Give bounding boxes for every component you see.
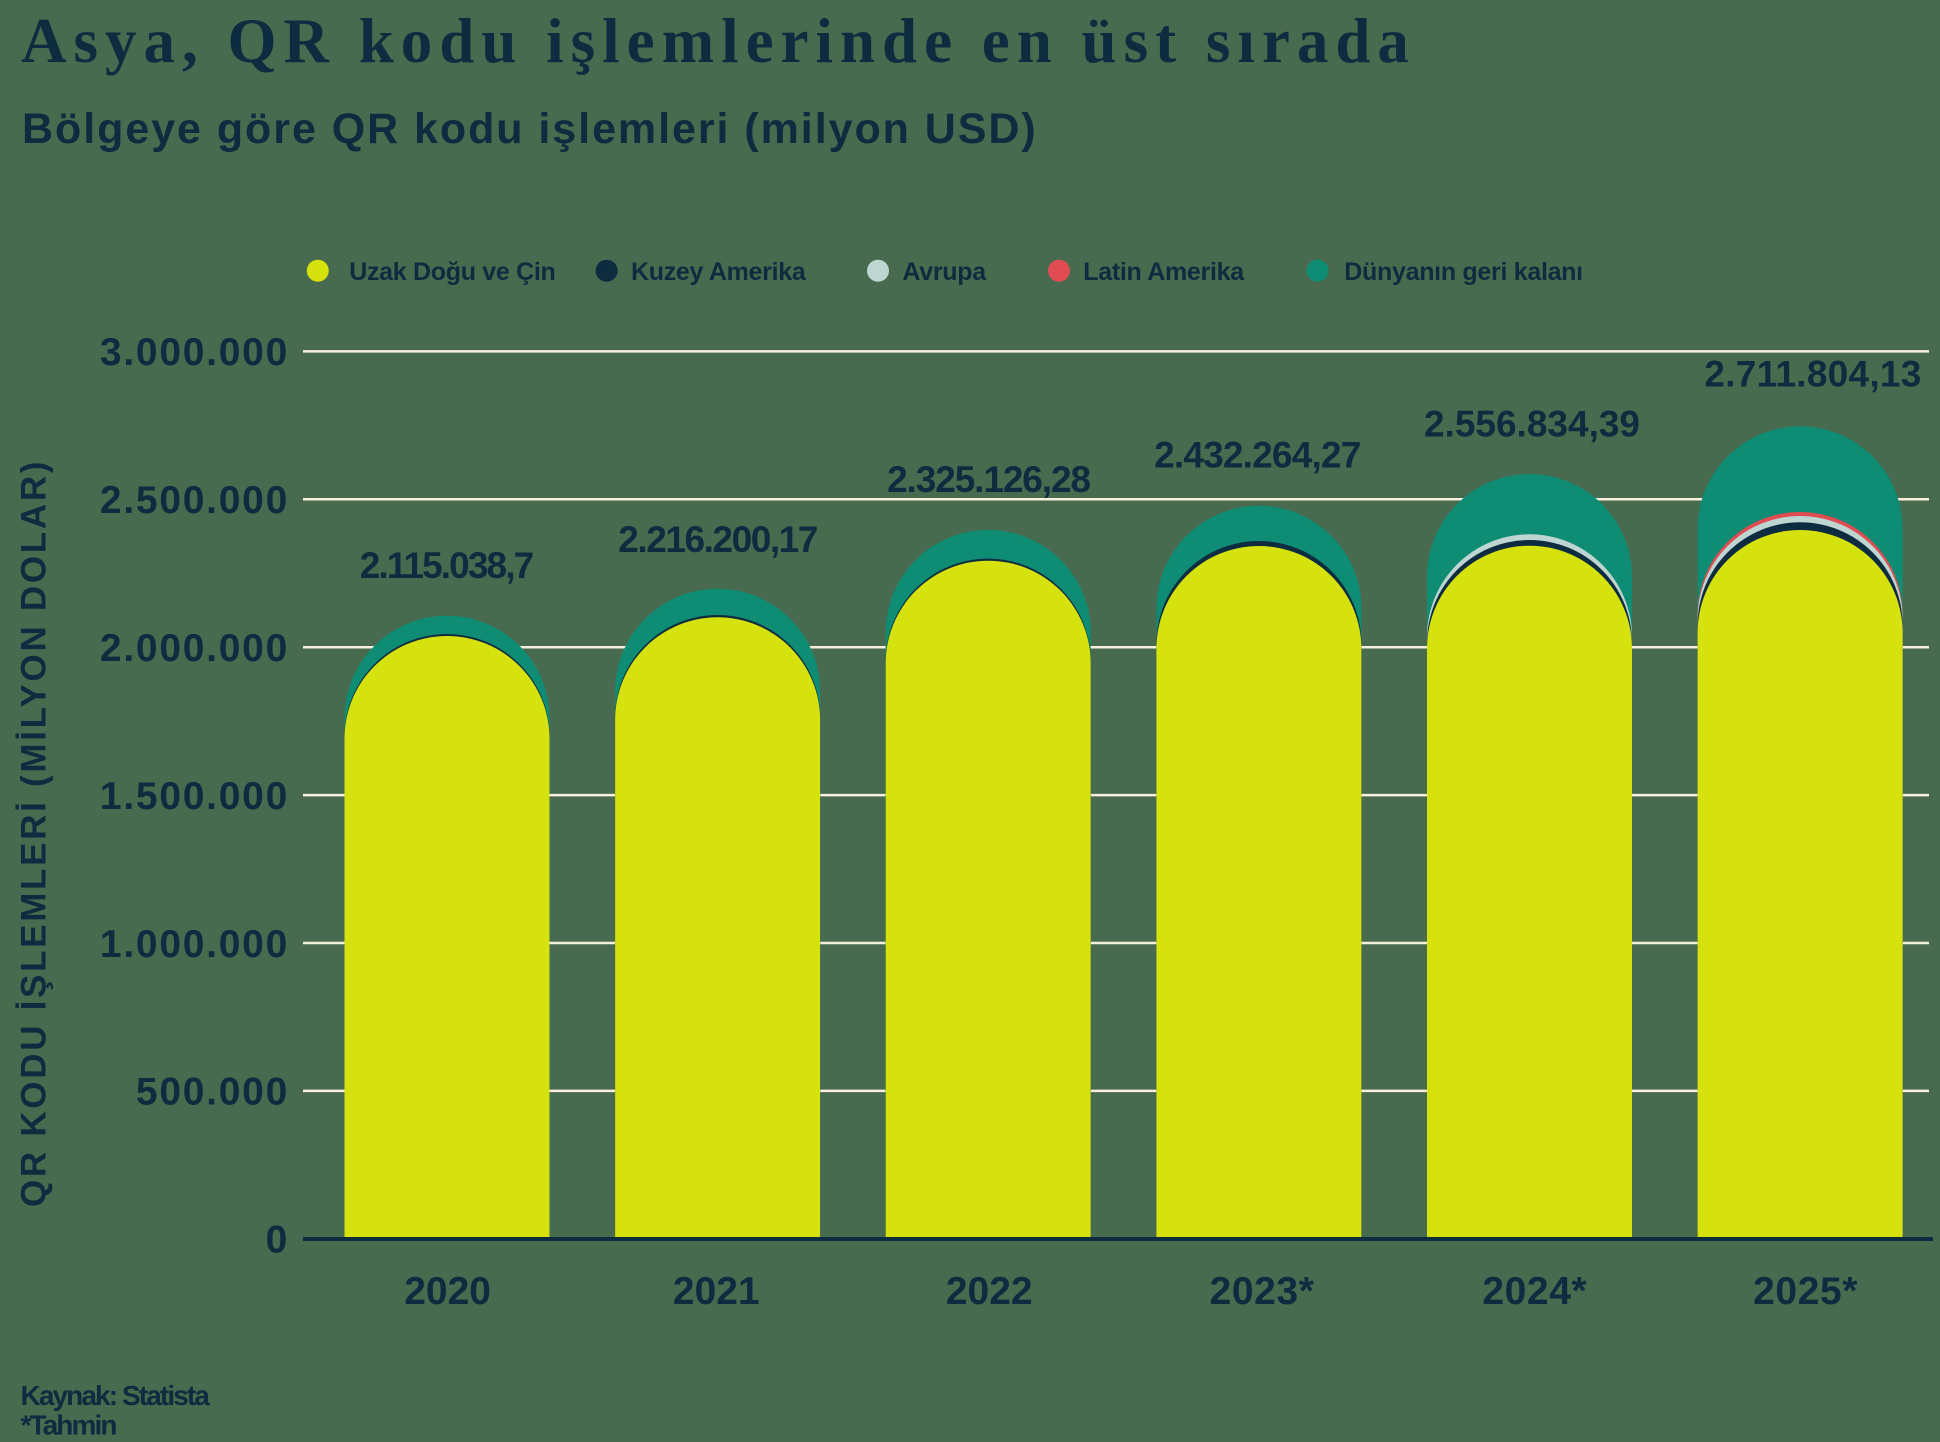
svg-text:2021: 2021: [673, 1270, 760, 1313]
svg-text:2020: 2020: [404, 1270, 491, 1313]
svg-text:Avrupa: Avrupa: [902, 258, 987, 286]
svg-text:2022: 2022: [946, 1270, 1033, 1313]
svg-text:Kaynak: Statista: Kaynak: Statista: [21, 1380, 211, 1411]
svg-text:2023*: 2023*: [1210, 1270, 1315, 1313]
svg-text:2.556.834,39: 2.556.834,39: [1424, 404, 1640, 445]
svg-text:2.711.804,13: 2.711.804,13: [1704, 354, 1921, 395]
svg-text:2.432.264,27: 2.432.264,27: [1154, 434, 1360, 475]
svg-text:Bölgeye göre QR kodu işlemleri: Bölgeye göre QR kodu işlemleri (milyon U…: [22, 105, 1038, 153]
svg-text:Latin Amerika: Latin Amerika: [1083, 258, 1245, 286]
svg-text:0: 0: [266, 1219, 289, 1262]
svg-text:Uzak Doğu ve Çin: Uzak Doğu ve Çin: [349, 258, 555, 286]
svg-text:Kuzey Amerika: Kuzey Amerika: [631, 258, 807, 286]
svg-text:2.115.038,7: 2.115.038,7: [360, 545, 533, 586]
svg-text:2.216.200,17: 2.216.200,17: [618, 519, 817, 560]
svg-text:2.500.000: 2.500.000: [100, 479, 289, 522]
svg-text:500.000: 500.000: [136, 1071, 289, 1114]
svg-text:Dünyanın geri kalanı: Dünyanın geri kalanı: [1344, 258, 1583, 286]
svg-text:2.000.000: 2.000.000: [100, 627, 289, 670]
svg-text:1.500.000: 1.500.000: [100, 775, 289, 818]
svg-text:3.000.000: 3.000.000: [100, 331, 289, 374]
svg-text:2.325.126,28: 2.325.126,28: [887, 459, 1090, 500]
svg-text:2025*: 2025*: [1753, 1270, 1858, 1313]
svg-text:Asya, QR kodu işlemlerinde en: Asya, QR kodu işlemlerinde en üst sırada: [21, 6, 1416, 76]
svg-text:QR KODU İŞLEMLERİ (MİLYON DOLA: QR KODU İŞLEMLERİ (MİLYON DOLAR): [15, 459, 54, 1207]
svg-text:2024*: 2024*: [1482, 1270, 1587, 1313]
svg-text:1.000.000: 1.000.000: [100, 923, 289, 966]
svg-text:*Tahmin: *Tahmin: [21, 1409, 117, 1440]
